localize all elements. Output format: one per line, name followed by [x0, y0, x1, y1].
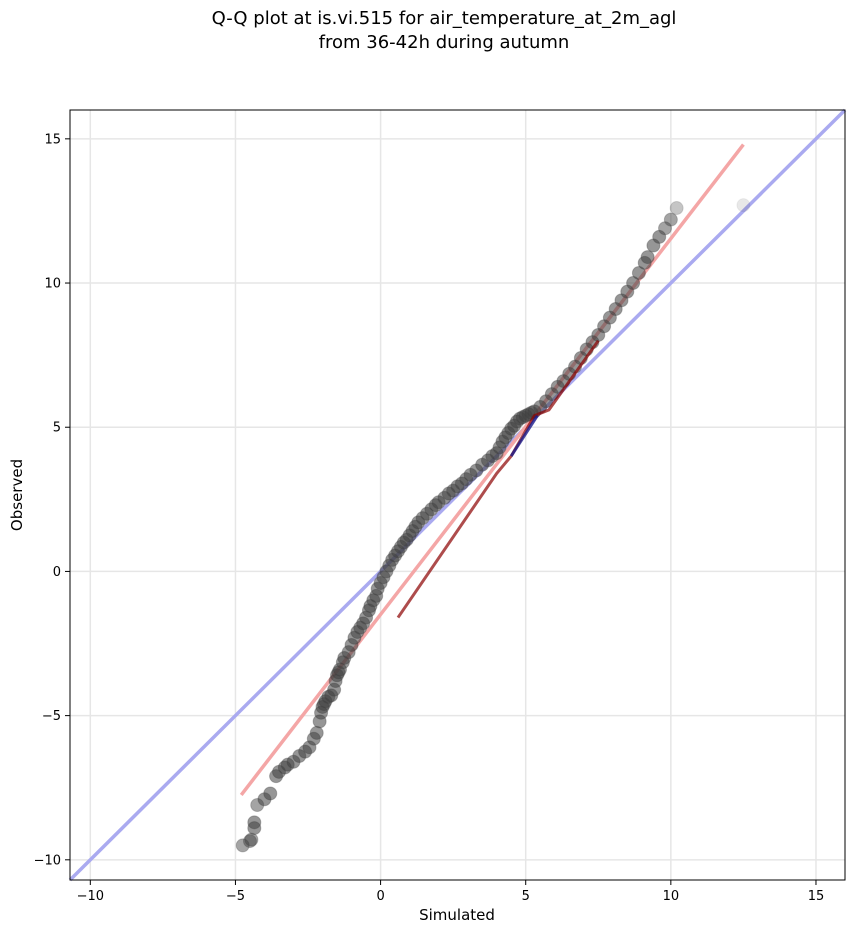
- points-layer: [235, 198, 751, 853]
- y-tick-label: −5: [42, 709, 61, 724]
- data-point: [263, 786, 278, 801]
- chart-subtitle: from 36-42h during autumn: [319, 32, 570, 53]
- plot-area: [68, 108, 847, 882]
- overlay-layer: [396, 339, 600, 619]
- y-tick-label: 0: [53, 565, 61, 580]
- plot-frame: [69, 109, 846, 881]
- data-point: [626, 276, 641, 291]
- x-tick-label: −5: [226, 889, 245, 904]
- data-point: [631, 265, 646, 280]
- blue-overlay-line: [509, 414, 539, 457]
- y-tick-label: 10: [44, 277, 61, 292]
- x-axis-label: Simulated: [419, 906, 495, 924]
- x-tick-label: 10: [663, 889, 680, 904]
- data-point: [669, 201, 684, 216]
- x-tick-label: 0: [376, 889, 384, 904]
- fit-line: [239, 143, 745, 796]
- y-axis-label: Observed: [8, 459, 26, 531]
- y-tick-label: −10: [34, 853, 61, 868]
- data-point: [309, 725, 324, 740]
- y-tick-label: 5: [53, 421, 61, 436]
- x-tick-label: 15: [808, 889, 825, 904]
- data-point: [640, 250, 655, 265]
- x-axis-ticks: −10 −5 0 5 10 15: [77, 880, 825, 904]
- fit-line-layer: [239, 143, 745, 796]
- data-point: [235, 838, 250, 853]
- red-overlay-line: [396, 339, 600, 619]
- data-point: [736, 198, 751, 213]
- data-point: [658, 221, 673, 236]
- data-point: [652, 229, 667, 244]
- x-tick-label: −10: [77, 889, 104, 904]
- chart-title: Q-Q plot at is.vi.515 for air_temperatur…: [212, 8, 677, 29]
- data-point: [663, 212, 678, 227]
- grid-lines: [70, 110, 845, 880]
- x-tick-label: 5: [522, 889, 530, 904]
- y-axis-ticks: −10 −5 0 5 10 15: [34, 132, 70, 868]
- data-point: [247, 815, 262, 830]
- data-point: [244, 832, 259, 847]
- data-point: [242, 834, 257, 849]
- y-tick-label: 15: [44, 132, 61, 147]
